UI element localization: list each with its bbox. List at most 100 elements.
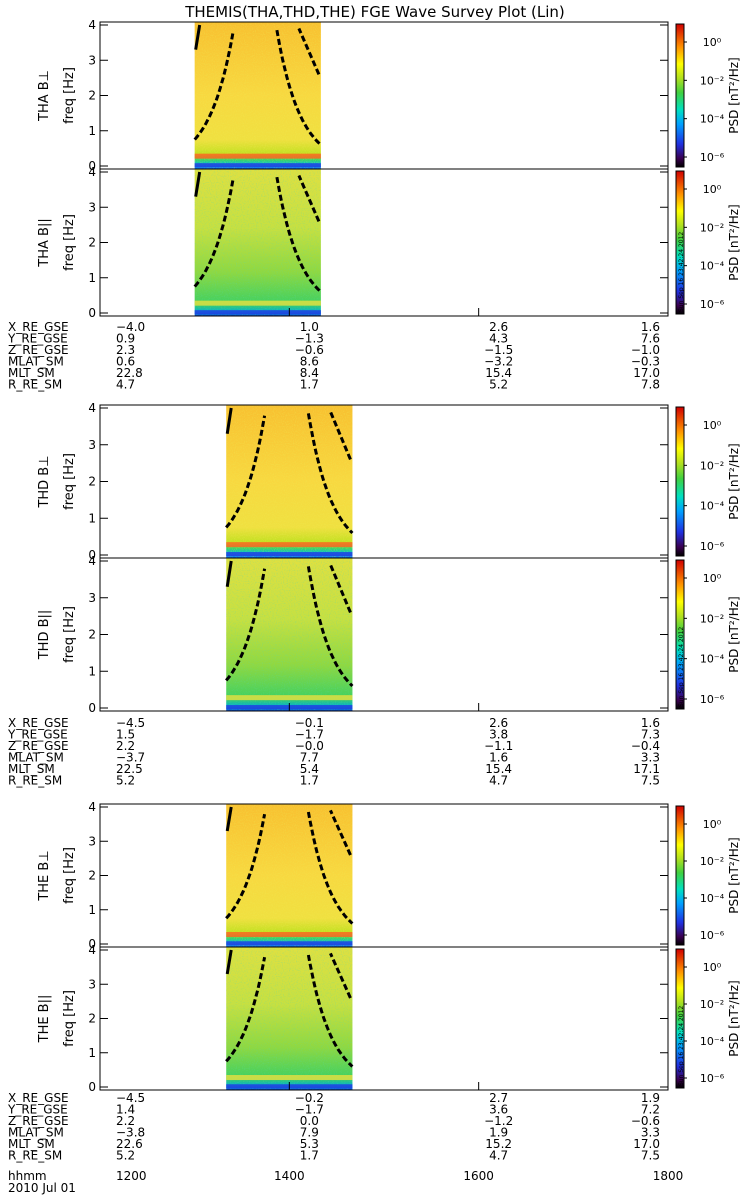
panel-frame <box>99 803 669 948</box>
probe-group: 0 1 2 3 4 THE B⊥ freq [Hz] 10⁰ 10⁻² 10⁻⁴ 10⁻⁶ PSD [… <box>7 800 741 1163</box>
y-tick-label: 2 <box>88 628 96 642</box>
ephemeris-value: 4.7 <box>489 1149 508 1163</box>
ephemeris-label: MLAT_SM <box>8 751 64 765</box>
y-tick-label: 0 <box>88 701 96 715</box>
ephemeris-value: 7.5 <box>641 774 660 788</box>
ephemeris-value: −0.6 <box>631 1114 660 1128</box>
ephemeris-value: 15.4 <box>485 366 512 380</box>
y-tick-label: 3 <box>88 438 96 452</box>
x-tick-label: 1800 <box>653 1169 684 1183</box>
ephemeris-value: 1.6 <box>489 751 508 765</box>
ephemeris-value: −1.2 <box>484 1114 513 1128</box>
ephemeris-value: 2.7 <box>489 1091 508 1105</box>
ephemeris-value: 15.4 <box>485 762 512 776</box>
colorbar-tick-label: 10⁻⁶ <box>700 1072 725 1085</box>
ephemeris-value: −0.1 <box>295 716 324 730</box>
colorbar-tick-label: 10⁻⁶ <box>700 298 725 311</box>
gyrofrequency-curve <box>329 952 352 999</box>
ephemeris-value: 1.4 <box>116 1103 135 1117</box>
spectrogram-texture <box>226 804 353 947</box>
gyrofrequency-curve <box>193 179 235 288</box>
gyrofrequency-curve <box>329 809 352 856</box>
ephemeris-label: MLAT_SM <box>8 1126 64 1140</box>
spectrogram-panel: 0 1 2 3 4 THD B|| freq [Hz] 10⁰ 10⁻² 10⁻⁴ 10⁻⁶ PSD … <box>37 554 741 715</box>
colorbar-tick-label: 10⁻⁴ <box>700 653 725 666</box>
colorbar-tick-label: 10⁻⁴ <box>700 260 725 273</box>
ephemeris-value: 3.3 <box>641 751 660 765</box>
ephemeris-value: 17.0 <box>633 1137 660 1151</box>
ephemeris-value: −0.2 <box>295 1091 324 1105</box>
ephemeris-value: −3.7 <box>116 751 145 765</box>
ephemeris-value: −1.3 <box>295 332 324 346</box>
timestamp-stamp: Sun Sep 16 23:42:24 2012 <box>678 627 685 707</box>
panel-frame <box>99 21 669 170</box>
panel-frame <box>99 168 669 317</box>
colorbar-tick-label: 10⁻² <box>700 459 724 472</box>
gyrofrequency-curve <box>225 568 267 682</box>
gyrofrequency-curve <box>225 415 267 529</box>
colorbar-label: PSD [nT²/Hz] <box>727 596 741 672</box>
ephemeris-value: 1.0 <box>300 320 319 334</box>
colorbar-tick-label: 10⁰ <box>703 572 722 585</box>
spectrogram-panel: 0 1 2 3 4 THE B⊥ freq [Hz] 10⁰ 10⁻² 10⁻⁴ 10⁻⁶ PSD [… <box>37 800 741 951</box>
y-tick-label: 3 <box>88 200 96 214</box>
colorbar <box>675 406 685 557</box>
ephemeris-value: 1.6 <box>641 320 660 334</box>
y-tick-label: 2 <box>88 89 96 103</box>
y-tick-label: 4 <box>88 554 96 568</box>
ephemeris-label: MLAT_SM <box>8 355 64 369</box>
ephemeris-value: −1.1 <box>484 739 513 753</box>
colorbar-label: PSD [nT²/Hz] <box>727 980 741 1056</box>
ephemeris-label: R_RE_SM <box>8 378 62 392</box>
x-tick-label: 1200 <box>116 1169 147 1183</box>
y-tick-label: 3 <box>88 591 96 605</box>
ephemeris-value: 2.2 <box>116 739 135 753</box>
ephemeris-value: 5.4 <box>300 762 319 776</box>
ephemeris-value: −4.5 <box>116 716 145 730</box>
ephemeris-value: 17.1 <box>633 762 660 776</box>
y-axis-label: freq [Hz] <box>62 214 77 271</box>
spectrogram-texture <box>226 405 353 558</box>
y-tick-label: 2 <box>88 1012 96 1026</box>
y-tick-label: 1 <box>88 124 96 138</box>
ephemeris-value: 0.0 <box>300 1114 319 1128</box>
ephemeris-value: 7.5 <box>641 1149 660 1163</box>
ephemeris-value: 2.6 <box>489 716 508 730</box>
y-tick-label: 4 <box>88 165 96 179</box>
gyrofrequency-curve <box>306 954 354 1068</box>
ephemeris-value: 7.6 <box>641 332 660 346</box>
ephemeris-value: 2.3 <box>116 343 135 357</box>
spectral-band <box>194 300 321 306</box>
spectrogram-panel: 0 1 2 3 4 THD B⊥ freq [Hz] 10⁰ 10⁻² 10⁻⁴ 10⁻⁶ PSD [… <box>37 401 741 562</box>
y-tick-label: 3 <box>88 977 96 991</box>
ephemeris-value: 8.6 <box>300 355 319 369</box>
colorbar <box>675 805 685 946</box>
spectrogram-texture <box>194 22 321 169</box>
x-tick-label: 1400 <box>274 1169 305 1183</box>
y-tick-label: 4 <box>88 943 96 957</box>
colorbar-tick-label: 10⁰ <box>703 419 722 432</box>
panel-frame <box>99 557 669 712</box>
ephemeris-label: Z_RE_GSE <box>8 739 69 753</box>
ephemeris-value: 5.2 <box>116 774 135 788</box>
ephemeris-value: −0.6 <box>295 343 324 357</box>
colorbar <box>675 948 685 1089</box>
colorbar-tick-label: 10⁰ <box>703 183 722 196</box>
spectral-band <box>194 163 321 168</box>
ephemeris-value: 4.3 <box>489 332 508 346</box>
y-tick-label: 0 <box>88 306 96 320</box>
spectrogram-panel: 0 1 2 3 4 THA B|| freq [Hz] 10⁰ 10⁻² 10⁻⁴ 10⁻⁶ PSD … <box>37 165 741 320</box>
ephemeris-value: 3.3 <box>641 1126 660 1140</box>
ephemeris-label: X_RE_GSE <box>8 716 69 730</box>
ephemeris-value: 1.9 <box>641 1091 660 1105</box>
y-axis-label: freq [Hz] <box>62 606 77 663</box>
colorbar-tick-label: 10⁻⁴ <box>700 113 725 126</box>
gyrofrequency-curve <box>306 811 354 925</box>
ephemeris-value: 1.9 <box>489 1126 508 1140</box>
ephemeris-value: 4.7 <box>116 378 135 392</box>
ephemeris-label: Z_RE_GSE <box>8 343 69 357</box>
y-tick-label: 1 <box>88 511 96 525</box>
y-axis-label: freq [Hz] <box>62 847 77 904</box>
ephemeris-label: R_RE_SM <box>8 1149 62 1163</box>
